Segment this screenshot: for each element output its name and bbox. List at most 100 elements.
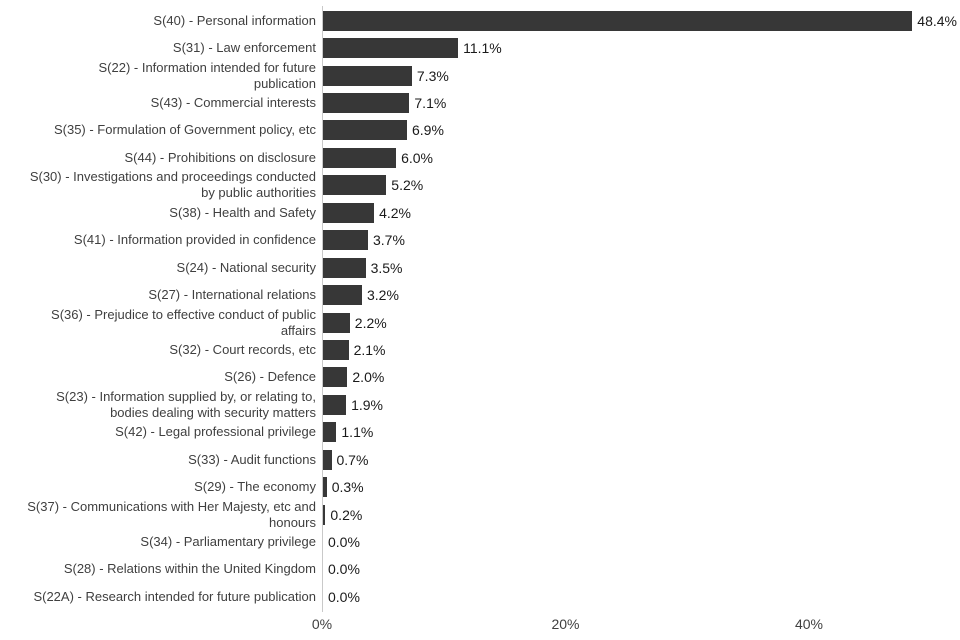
- bar-row: S(34) - Parliamentary privilege 0.0%: [0, 528, 960, 555]
- bar-cell: 7.1%: [322, 89, 960, 116]
- bar: [323, 449, 332, 470]
- bar-cell: 2.1%: [322, 336, 960, 363]
- bar: [323, 285, 362, 306]
- bar-row: S(29) - The economy 0.3%: [0, 473, 960, 500]
- bar-cell: 5.2%: [322, 172, 960, 199]
- bar-cell: 3.2%: [322, 281, 960, 308]
- bar: [323, 38, 459, 59]
- bar: [323, 10, 913, 31]
- bar-row: S(37) - Communications with Her Majesty,…: [0, 498, 960, 530]
- bar-cell: 1.1%: [322, 419, 960, 446]
- bar: [323, 367, 348, 388]
- bar-cell: 0.0%: [322, 583, 960, 610]
- bar-row: S(43) - Commercial interests 7.1%: [0, 89, 960, 116]
- bar-cell: 1.9%: [322, 391, 960, 418]
- bar-cell: 11.1%: [322, 34, 960, 61]
- bar-row: S(22A) - Research intended for future pu…: [0, 583, 960, 610]
- bar-cell: 48.4%: [322, 7, 960, 34]
- bar-row: S(27) - International relations 3.2%: [0, 281, 960, 308]
- bar: [323, 175, 387, 196]
- bar-rows: S(40) - Personal information 48.4% S(31) -…: [0, 7, 960, 611]
- category-label: S(36) - Prejudice to effective conduct o…: [51, 306, 316, 338]
- bar-cell: 3.7%: [322, 227, 960, 254]
- category-label: S(30) - Investigations and proceedings c…: [29, 169, 316, 201]
- category-label: S(43) - Commercial interests: [150, 95, 316, 111]
- value-label: 6.0%: [401, 149, 434, 166]
- bar-row: S(31) - Law enforcement 11.1%: [0, 34, 960, 61]
- bar-cell: 2.2%: [322, 309, 960, 336]
- bar-cell: 6.0%: [322, 144, 960, 171]
- bar-cell: 0.3%: [322, 473, 960, 500]
- bar: [323, 339, 349, 360]
- bar-row: S(41) - Information provided in confiden…: [0, 227, 960, 254]
- bar: [323, 422, 337, 443]
- bar-row: S(26) - Defence 2.0%: [0, 364, 960, 391]
- bar-cell: 6.9%: [322, 117, 960, 144]
- value-label: 2.1%: [353, 341, 386, 358]
- bar-row: S(42) - Legal professional privilege 1.1%: [0, 419, 960, 446]
- bar-row: S(23) - Information supplied by, or rela…: [0, 388, 960, 420]
- value-label: 5.2%: [391, 177, 424, 194]
- x-tick-label: 40%: [794, 616, 824, 632]
- category-label: S(34) - Parliamentary privilege: [140, 534, 316, 550]
- value-label: 3.5%: [370, 259, 403, 276]
- category-label: S(38) - Health and Safety: [169, 204, 316, 220]
- value-label: 7.3%: [416, 67, 449, 84]
- value-label: 4.2%: [379, 204, 412, 221]
- bar-cell: 3.5%: [322, 254, 960, 281]
- y-axis-line: [322, 6, 323, 612]
- bar-row: S(38) - Health and Safety 4.2%: [0, 199, 960, 226]
- bar-row: S(22) - Information intended for future …: [0, 59, 960, 91]
- category-label: S(26) - Defence: [224, 369, 316, 385]
- value-label: 11.1%: [463, 40, 502, 57]
- bar: [323, 93, 410, 114]
- value-label: 3.2%: [367, 287, 399, 304]
- bar: [323, 477, 327, 498]
- category-label: S(33) - Audit functions: [188, 451, 316, 467]
- bar-row: S(44) - Prohibitions on disclosure 6.0%: [0, 144, 960, 171]
- bar: [323, 257, 366, 278]
- category-label: S(32) - Court records, etc: [169, 341, 316, 357]
- value-label: 48.4%: [917, 12, 957, 29]
- bar-row: S(28) - Relations within the United King…: [0, 556, 960, 583]
- bar: [323, 120, 407, 141]
- value-label: 7.1%: [414, 95, 447, 112]
- bar-cell: 4.2%: [322, 199, 960, 226]
- category-label: S(37) - Communications with Her Majesty,…: [27, 498, 316, 530]
- category-label: S(44) - Prohibitions on disclosure: [124, 149, 316, 165]
- bar-row: S(35) - Formulation of Government policy…: [0, 117, 960, 144]
- bar-row: S(32) - Court records, etc 2.1%: [0, 336, 960, 363]
- category-label: S(40) - Personal information: [153, 12, 316, 28]
- bar: [323, 147, 397, 168]
- bar-row: S(24) - National security 3.5%: [0, 254, 960, 281]
- bar-row: S(33) - Audit functions 0.7%: [0, 446, 960, 473]
- category-label: S(41) - Information provided in confiden…: [73, 232, 316, 248]
- value-label: 1.1%: [341, 424, 374, 441]
- value-label: 0.0%: [328, 561, 360, 578]
- category-label: S(31) - Law enforcement: [172, 40, 316, 56]
- bar-cell: 0.7%: [322, 446, 960, 473]
- bar: [323, 504, 326, 525]
- value-label: 6.9%: [412, 122, 444, 139]
- category-label: S(22) - Information intended for future …: [98, 59, 316, 91]
- value-label: 0.3%: [331, 479, 364, 496]
- category-label: S(35) - Formulation of Government policy…: [53, 122, 316, 138]
- bar: [323, 394, 347, 415]
- bar-row: S(40) - Personal information 48.4%: [0, 7, 960, 34]
- bar-row: S(30) - Investigations and proceedings c…: [0, 169, 960, 201]
- bar-cell: 0.0%: [322, 528, 960, 555]
- value-label: 1.9%: [351, 396, 384, 413]
- value-label: 3.7%: [373, 232, 405, 249]
- category-label: S(23) - Information supplied by, or rela…: [56, 388, 316, 420]
- category-label: S(27) - International relations: [148, 287, 316, 303]
- value-label: 0.0%: [328, 588, 360, 605]
- bar-cell: 7.3%: [322, 62, 960, 89]
- x-tick-label: 20%: [551, 616, 580, 632]
- bar: [323, 202, 375, 223]
- value-label: 0.0%: [328, 534, 360, 551]
- category-label: S(22A) - Research intended for future pu…: [33, 588, 316, 604]
- bar-cell: 0.2%: [322, 501, 960, 528]
- bar-row: S(36) - Prejudice to effective conduct o…: [0, 306, 960, 338]
- category-label: S(29) - The economy: [194, 479, 316, 495]
- bar-cell: 2.0%: [322, 364, 960, 391]
